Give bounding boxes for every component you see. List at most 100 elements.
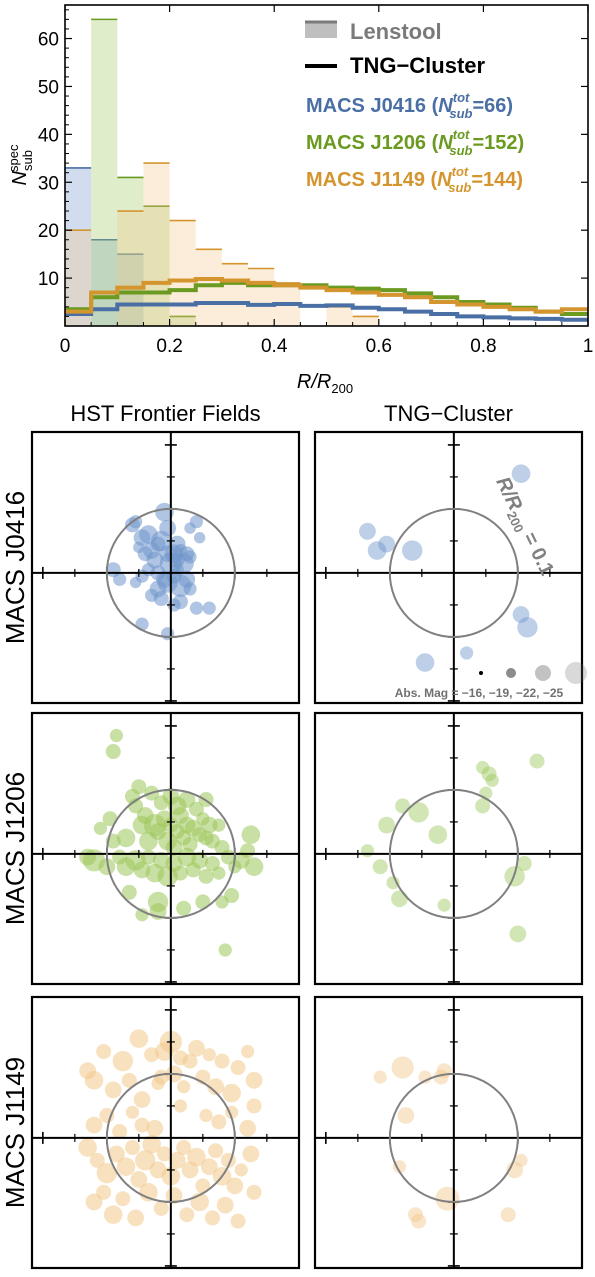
point-hst-2: [230, 1060, 246, 1076]
lenstool-fill-1: [91, 19, 196, 326]
point-tng-1: [408, 802, 429, 823]
point-hst-1: [121, 884, 137, 900]
y-tick-label-1: 20: [38, 221, 59, 242]
x-tick-label-0: 0: [60, 336, 71, 357]
point-tng-1: [360, 844, 375, 858]
reference-circle: [105, 507, 236, 638]
point-tng-0: [367, 541, 387, 560]
point-hst-0: [172, 594, 188, 610]
point-hst-2: [173, 1099, 188, 1113]
point-hst-2: [135, 1150, 156, 1171]
x-tick-label-4: 0.8: [470, 336, 496, 357]
legend-series-1: MACS J1206 (Ntot sub=152): [306, 127, 524, 158]
point-hst-1: [198, 868, 214, 884]
point-hst-0: [149, 580, 167, 598]
point-hst-2: [246, 1184, 262, 1200]
x-axis-label: R/R200: [297, 371, 353, 396]
point-hst-2: [202, 1048, 216, 1062]
point-hst-2: [134, 1117, 150, 1133]
size-legend-dot-3: [565, 662, 587, 684]
hist-content: [65, 18, 588, 326]
point-tng-1: [476, 760, 490, 775]
point-hst-2: [96, 1184, 112, 1200]
legend-lenstool-label: Lenstool: [350, 19, 442, 44]
point-hst-0: [183, 550, 197, 564]
size-legend-dot-0: [479, 671, 483, 675]
point-hst-2: [234, 1163, 248, 1177]
panel-frame: [313, 711, 584, 986]
point-hst-1: [240, 843, 256, 859]
x-tick-label-3: 0.6: [366, 336, 392, 357]
legend-tng-label: TNG−Cluster: [350, 53, 486, 78]
point-hst-2: [96, 1044, 112, 1060]
panel-2-tng: [315, 997, 582, 1268]
point-hst-2: [156, 1146, 172, 1162]
point-hst-1: [244, 857, 264, 877]
point-hst-0: [184, 522, 196, 534]
reference-circle: [105, 788, 236, 919]
point-hst-1: [116, 828, 136, 848]
point-hst-2: [211, 1114, 227, 1130]
point-hst-2: [108, 1145, 125, 1163]
point-hst-2: [84, 1071, 104, 1090]
point-hst-2: [124, 1140, 140, 1156]
point-hst-2: [112, 1050, 134, 1072]
point-tng-2: [435, 1186, 460, 1211]
point-hst-0: [155, 502, 174, 522]
legend-lenstool-swatch: [305, 22, 337, 38]
point-tng-1: [509, 925, 527, 943]
point-hst-2: [89, 1152, 105, 1168]
legend: Lenstool TNG−Cluster MACS J0416 (Ntot sub=6…: [305, 19, 524, 195]
point-tng-0: [511, 464, 531, 484]
legend-series-2: MACS J1149 (Ntot sub=144): [306, 164, 523, 195]
point-hst-1: [172, 865, 188, 881]
panel-0-tng: [315, 432, 582, 703]
tng-line-0: [65, 301, 588, 322]
x-tick-label-5: 1: [583, 336, 594, 357]
point-hst-2: [200, 1158, 218, 1176]
point-hst-2: [85, 1193, 103, 1211]
point-tng-2: [514, 1153, 528, 1167]
point-hst-1: [102, 811, 118, 827]
reference-circle: [388, 507, 519, 638]
y-tick-label-4: 50: [38, 77, 59, 98]
row-title-2: MACS J1149: [0, 1057, 30, 1208]
point-hst-2: [207, 1078, 225, 1096]
point-hst-1: [105, 744, 121, 760]
point-hst-2: [241, 1044, 255, 1059]
point-tng-1: [391, 890, 408, 908]
point-hst-2: [245, 1071, 263, 1089]
scatter-grid: HST Frontier Fields TNG−Cluster MACS J0416…: [0, 401, 587, 1270]
point-hst-0: [133, 541, 145, 554]
column-title-tng: TNG−Cluster: [384, 401, 513, 426]
point-hst-2: [204, 1210, 220, 1226]
y-axis-label: Nsubspec: [6, 144, 35, 185]
point-hst-2: [195, 1178, 211, 1194]
x-tick-label-2: 0.4: [261, 336, 288, 357]
point-hst-2: [130, 1171, 148, 1188]
point-hst-2: [182, 1053, 198, 1069]
point-tng-0: [415, 653, 435, 672]
point-tng-1: [428, 825, 448, 845]
point-tng-0: [512, 606, 530, 623]
point-hst-1: [147, 891, 169, 913]
point-hst-2: [188, 1039, 205, 1057]
point-hst-1: [178, 791, 196, 808]
point-hst-1: [195, 894, 211, 910]
lenstool-edge-1: [91, 18, 196, 318]
point-hst-2: [103, 1205, 123, 1225]
point-hst-0: [113, 572, 127, 586]
point-hst-2: [168, 1151, 186, 1169]
point-hst-2: [121, 1072, 137, 1088]
point-hst-2: [246, 1098, 262, 1114]
point-hst-0: [159, 519, 177, 537]
point-tng-1: [481, 766, 497, 782]
point-tng-1: [386, 876, 400, 890]
y-tick-label-5: 60: [38, 30, 59, 51]
point-hst-2: [142, 1135, 161, 1154]
point-hst-2: [179, 1207, 195, 1223]
row-title-1: MACS J1206: [0, 772, 30, 925]
point-hst-2: [96, 1162, 118, 1184]
point-hst-0: [202, 601, 216, 615]
